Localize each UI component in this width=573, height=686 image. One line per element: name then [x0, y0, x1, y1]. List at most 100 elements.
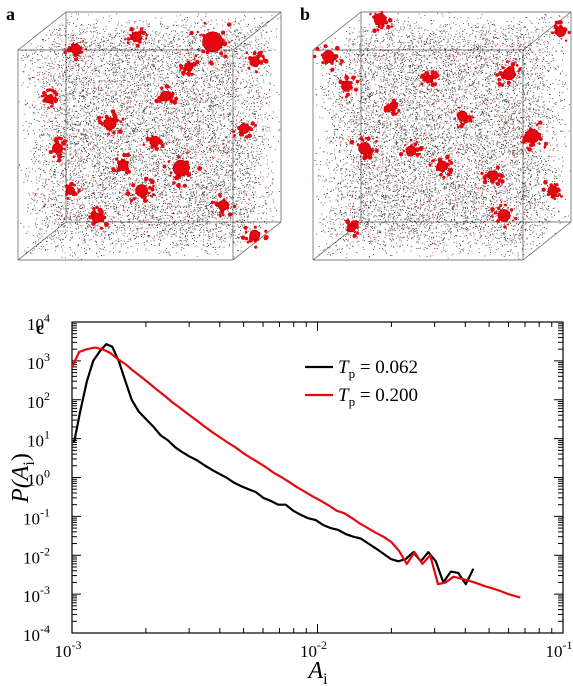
cluster-dot — [97, 115, 102, 120]
cluster-dot — [315, 47, 320, 51]
cluster-dot — [506, 80, 511, 85]
cluster-dot — [145, 34, 149, 37]
cluster-dot — [99, 226, 103, 230]
cluster-dot — [263, 235, 268, 241]
cluster-dot — [74, 57, 78, 62]
cluster-dot — [212, 201, 216, 204]
cluster-dot — [420, 82, 424, 86]
cluster-dot — [223, 54, 228, 59]
cluster-dot — [63, 148, 66, 151]
y-tick-label: 10-2 — [23, 544, 50, 567]
cluster-dot — [445, 154, 450, 160]
panel-label-a: a — [6, 4, 15, 24]
cluster-dot — [219, 215, 222, 218]
cluster-dot — [500, 201, 503, 203]
cluster-sphere — [91, 212, 103, 224]
cube-a-clusters — [40, 21, 269, 249]
cluster-dot — [499, 203, 503, 208]
cluster-dot — [442, 175, 446, 179]
cluster-dot — [257, 51, 263, 57]
cluster-dot — [122, 152, 127, 158]
cluster-dot — [554, 20, 559, 25]
cluster-dot — [497, 178, 502, 183]
cluster-dot — [560, 195, 563, 198]
cluster-dot — [345, 95, 348, 99]
cluster-dot — [338, 80, 343, 85]
cluster-dot — [131, 183, 136, 188]
cube-edge — [17, 11, 67, 51]
cluster-dot — [179, 69, 182, 71]
cluster-dot — [104, 222, 109, 227]
cluster-dot — [50, 150, 54, 153]
cluster-dot — [497, 77, 501, 82]
cluster-dot — [190, 72, 194, 76]
cluster-dot — [497, 82, 502, 86]
y-tick-label: 10-4 — [23, 622, 50, 645]
cluster-dot — [567, 30, 571, 35]
cluster-sphere — [373, 13, 387, 26]
cluster-dot — [380, 26, 384, 30]
matrix-particles — [18, 13, 281, 261]
cluster-dot — [463, 122, 465, 125]
cluster-dot — [518, 76, 521, 79]
cluster-sphere — [131, 31, 142, 43]
y-tick-label: 103 — [27, 350, 50, 373]
cluster-dot — [518, 67, 522, 71]
cluster-dot — [538, 120, 543, 125]
cluster-dot — [398, 152, 404, 157]
cluster-dot — [517, 70, 520, 73]
cluster-dot — [538, 142, 541, 145]
cluster-dot — [244, 230, 248, 234]
cluster-dot — [377, 25, 381, 29]
cluster-dot — [396, 111, 399, 114]
cluster-dot — [520, 135, 523, 138]
cluster-sphere — [555, 26, 567, 38]
cluster-dot — [446, 172, 451, 177]
cluster-dot — [480, 171, 484, 176]
cluster-dot — [247, 133, 252, 139]
cluster-dot — [179, 65, 184, 70]
cluster-sphere — [135, 184, 148, 197]
cluster-dot — [150, 145, 155, 150]
cluster-dot — [387, 18, 393, 23]
cluster-dot — [334, 45, 340, 51]
mobile-particles — [19, 14, 281, 257]
cluster-dot — [397, 108, 400, 112]
cluster-dot — [471, 116, 475, 119]
cluster-dot — [139, 27, 143, 31]
cluster-dot — [321, 61, 325, 65]
cluster-dot — [63, 139, 66, 143]
cluster-dot — [244, 236, 249, 241]
cluster-dot — [98, 120, 103, 125]
cluster-dot — [227, 22, 232, 27]
cluster-dot — [510, 62, 516, 67]
cluster-dot — [456, 123, 459, 126]
cube-b-particles — [314, 12, 571, 260]
cluster-dot — [95, 205, 99, 209]
cluster-dot — [363, 153, 368, 158]
cluster-dot — [177, 155, 181, 159]
cluster-dot — [415, 140, 418, 143]
cluster-dot — [193, 57, 196, 60]
cluster-dot — [356, 143, 360, 147]
cluster-dot — [240, 119, 243, 121]
cluster-dot — [172, 181, 176, 185]
cluster-dot — [233, 206, 236, 209]
cluster-dot — [501, 66, 505, 70]
cluster-sphere — [66, 186, 75, 195]
cluster-dot — [409, 138, 413, 142]
cluster-dot — [52, 90, 55, 93]
cluster-dot — [139, 41, 142, 44]
cluster-dot — [199, 34, 202, 37]
cube-edge — [312, 11, 362, 51]
cluster-dot — [243, 225, 248, 230]
cluster-dot — [150, 186, 155, 191]
cluster-sphere — [524, 128, 540, 144]
cluster-dot — [386, 24, 391, 30]
cluster-dot — [250, 121, 255, 126]
cluster-dot — [186, 71, 191, 76]
cluster-dot — [520, 141, 523, 144]
cluster-sphere — [249, 56, 260, 67]
cluster-dot — [112, 131, 116, 135]
cluster-dot — [255, 70, 258, 74]
